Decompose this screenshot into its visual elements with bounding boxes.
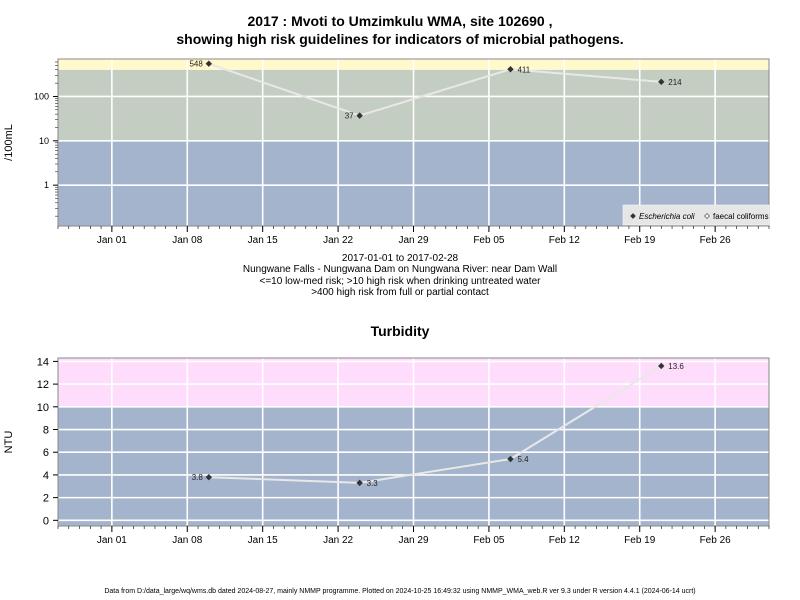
ecoli-x-tick-label: Jan 08 [172,235,202,246]
turbidity-x-tick-label: Jan 15 [248,535,278,546]
ecoli-data-point [507,66,514,73]
ecoli-data-label: 411 [517,65,530,74]
ecoli-data-label: 37 [345,112,354,121]
chart-title-line2: showing high risk guidelines for indicat… [176,31,624,47]
legend-label: Escherichia coli [639,212,695,221]
ecoli-x-tick-label: Jan 29 [398,235,428,246]
ecoli-data-label: 548 [189,60,203,69]
turbidity-y-tick-label: 14 [37,356,49,368]
ecoli-x-tick-label: Feb 26 [700,235,732,246]
turbidity-x-tick-label: Feb 12 [549,535,581,546]
ecoli-x-tick-label: Feb 19 [624,235,656,246]
ecoli-x-tick-label: Jan 01 [97,235,127,246]
turbidity-x-tick-label: Jan 29 [398,535,428,546]
caption-guideline-contact: >400 high risk from full or partial cont… [311,287,489,298]
turbidity-series-line [208,365,662,484]
footer-note: Data from D:/data_large/wq/wms.db dated … [104,588,696,595]
ecoli-data-label: 214 [668,78,682,87]
turbidity-data-point [356,479,363,487]
legend-box [622,204,770,226]
turbidity-data-point [507,455,514,463]
caption-date-range: 2017-01-01 to 2017-02-28 [341,253,459,264]
ecoli-data-point [205,60,213,67]
ecoli-y-axis-label: /100mL [3,124,15,161]
turbidity-data-label: 3.3 [367,479,379,488]
ecoli-data-point [658,78,665,86]
turbidity-y-axis-label: NTU [3,431,15,454]
ecoli-series-line [208,62,662,117]
turbidity-data-label: 5.4 [517,455,529,464]
turbidity-data-point [205,473,213,481]
turbidity-data-label: 13.6 [668,362,684,371]
turbidity-y-tick-label: 4 [43,470,49,482]
turbidity-x-tick-label: Feb 05 [473,535,505,546]
turbidity-x-tick-label: Jan 01 [97,535,127,546]
turbidity-y-tick-label: 2 [43,493,49,505]
turbidity-x-tick-label: Feb 26 [700,535,732,546]
legend-label: faecal coliforms [713,212,769,221]
ecoli-x-tick-label: Jan 22 [323,235,353,246]
turbidity-x-tick-label: Jan 22 [323,535,353,546]
ecoli-data-point [356,112,363,119]
ecoli-x-tick-label: Jan 15 [248,235,278,246]
legend-marker [704,213,710,219]
caption-guideline-drinking: <=10 low-med risk; >10 high risk when dr… [259,276,541,287]
turbidity-x-tick-label: Jan 08 [172,535,202,546]
turbidity-y-tick-label: 6 [43,447,49,459]
chart-title-line1: 2017 : Mvoti to Umzimkulu WMA, site 1026… [247,13,553,29]
turbidity-y-tick-label: 0 [43,515,49,527]
turbidity-title: Turbidity [370,323,430,339]
caption-site: Nungwane Falls - Nungwana Dam on Nungwan… [242,264,558,275]
legend-marker [630,213,636,219]
turbidity-data-label: 3.8 [192,473,204,482]
turbidity-x-tick-label: Feb 19 [624,535,656,546]
turbidity-y-tick-label: 12 [37,379,49,391]
ecoli-y-tick-label: 1 [44,180,49,190]
ecoli-y-tick-label: 10 [39,136,49,146]
ecoli-x-tick-label: Feb 05 [473,235,505,246]
turbidity-data-point [658,362,665,370]
ecoli-y-tick-label: 100 [34,91,49,101]
ecoli-x-tick-label: Feb 12 [549,235,581,246]
turbidity-y-tick-label: 10 [37,402,49,414]
turbidity-y-tick-label: 8 [43,425,49,437]
